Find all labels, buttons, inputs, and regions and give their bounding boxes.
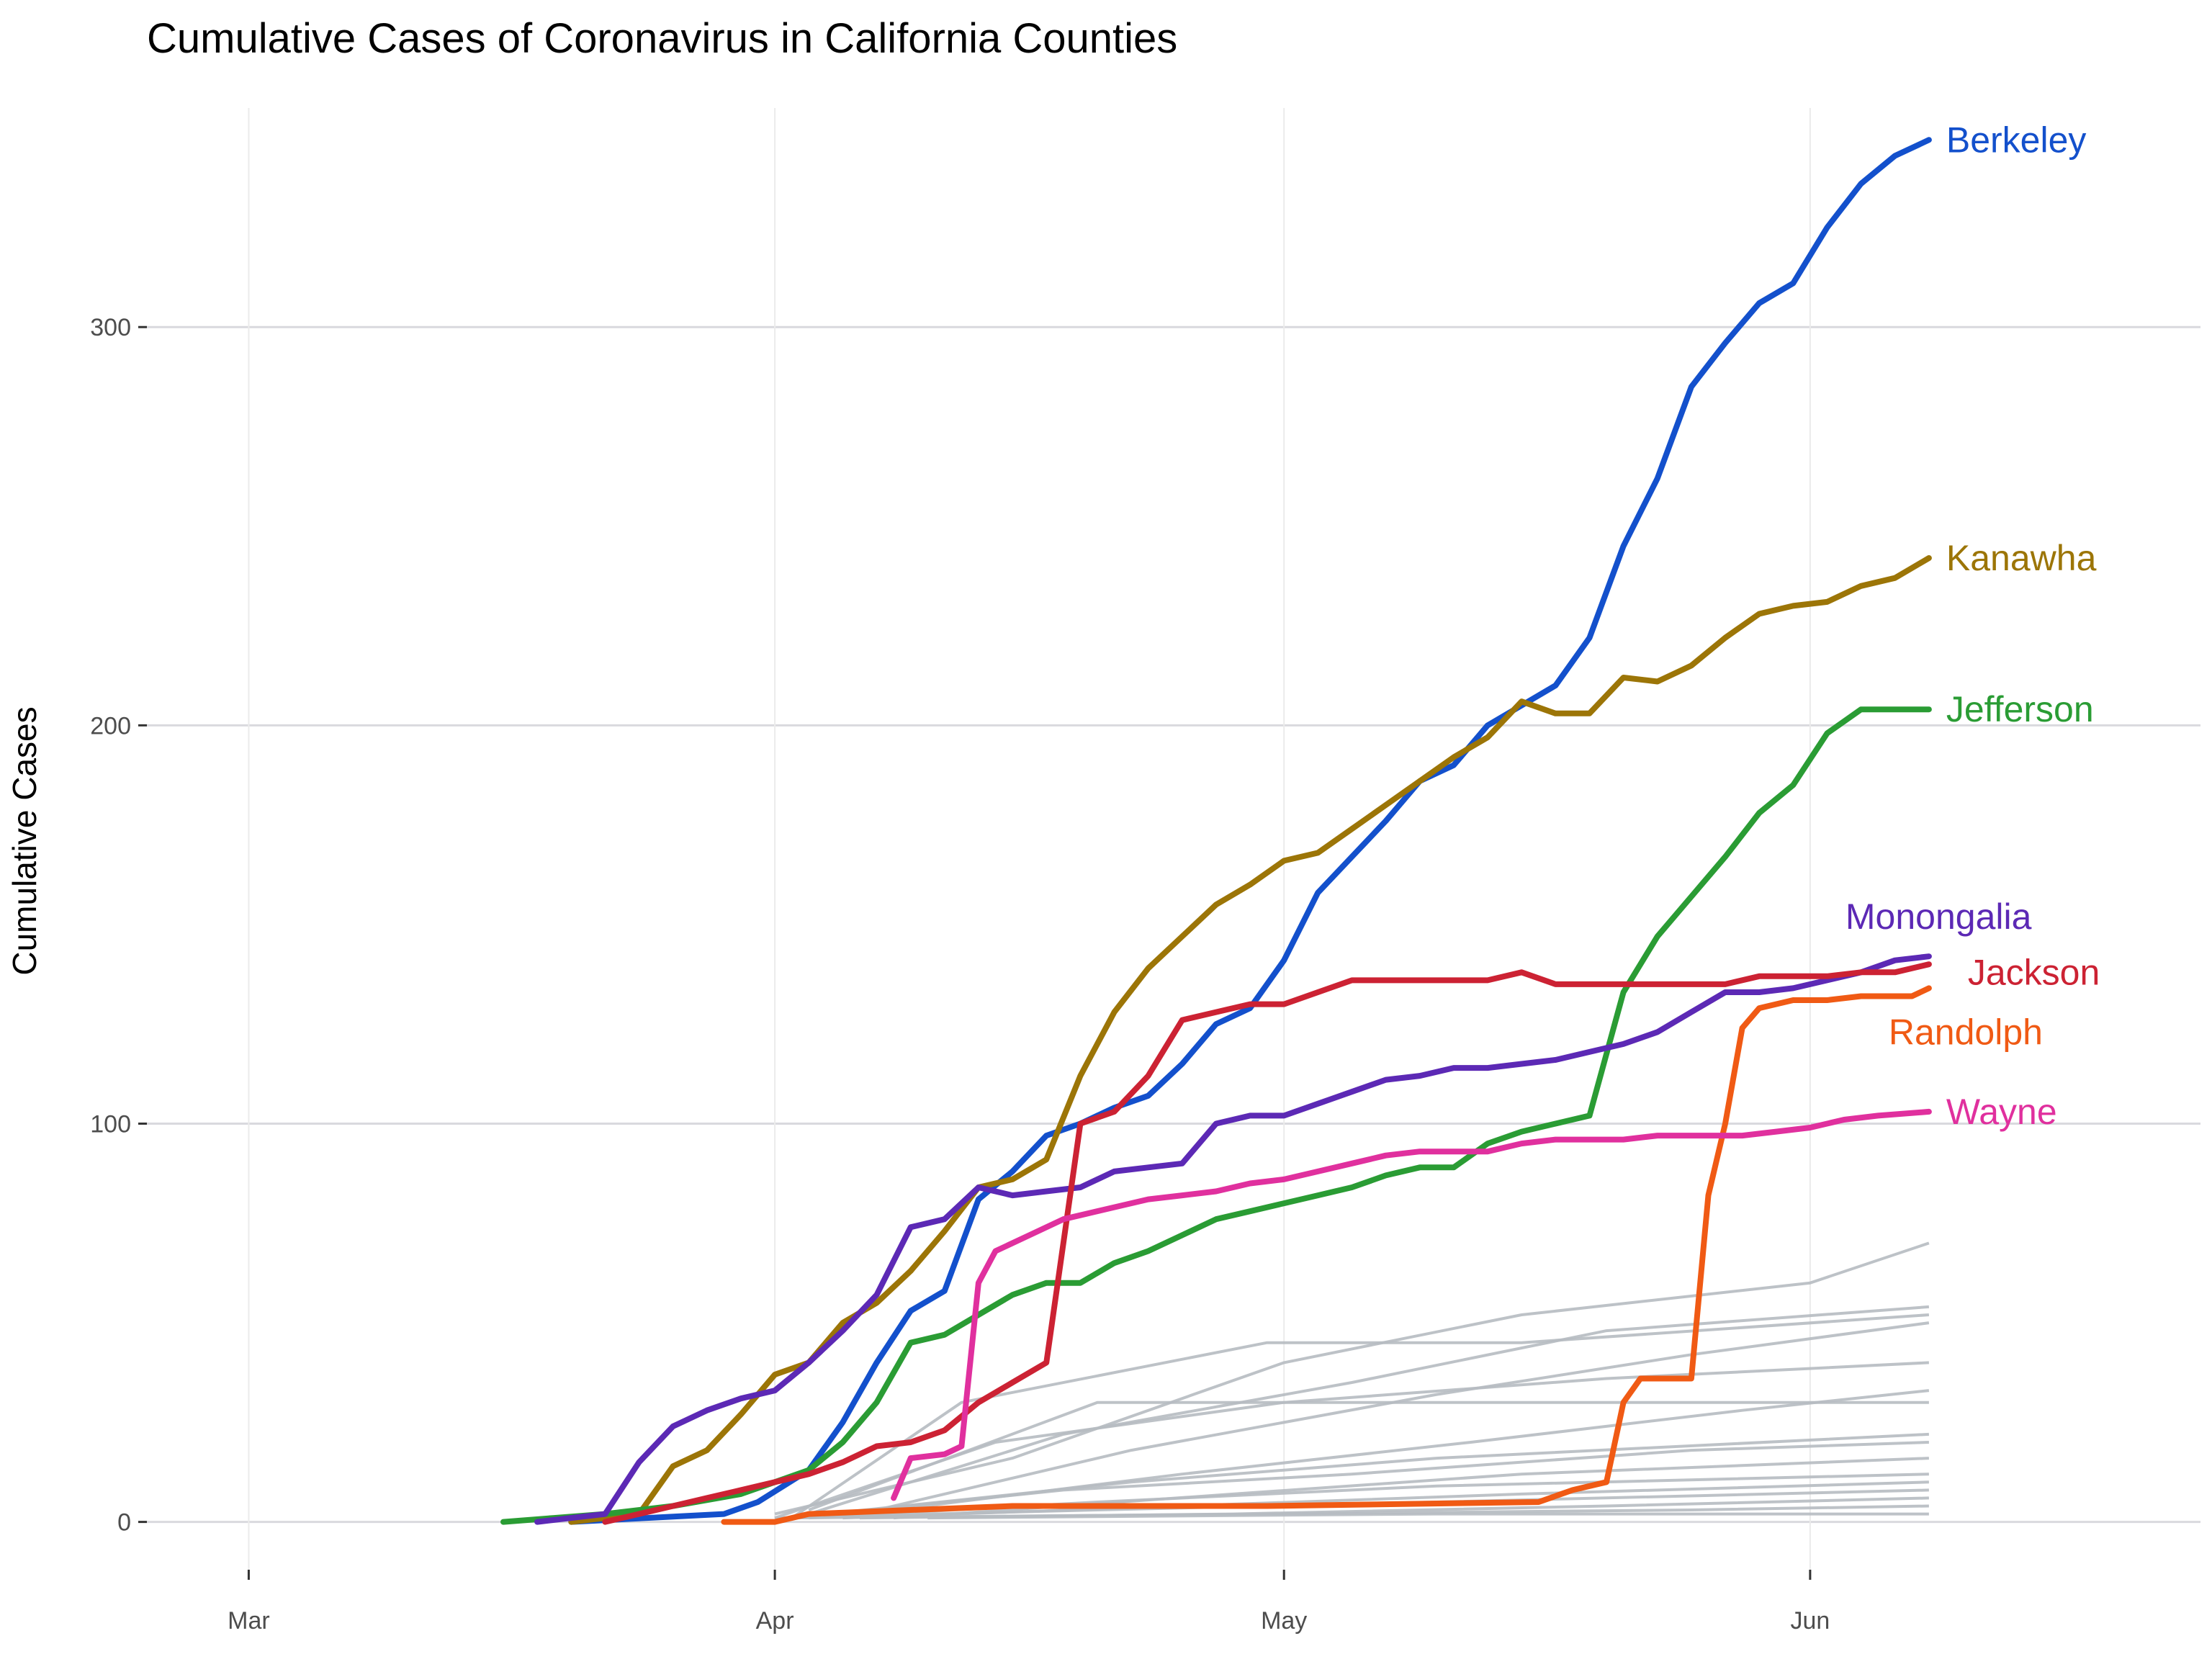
x-axis: Mar Apr May Jun [228,1570,1830,1635]
background-county-line [808,1305,1930,1516]
background-county-line [791,1441,1929,1520]
series-label-randolph: Randolph [1889,1012,2043,1052]
series-line-jackson [602,961,1932,1525]
y-tick-label: 200 [90,712,131,739]
x-tick-label: Jun [1790,1607,1830,1635]
x-tick-label: Mar [228,1607,270,1635]
series-label-wayne: Wayne [1946,1092,2057,1132]
series-line-jefferson [500,706,1932,1525]
series-line-randolph [721,985,1932,1525]
series-label-kanawha: Kanawha [1946,538,2097,578]
series-line-berkeley [568,137,1932,1525]
series-label-monongalia: Monongalia [1845,896,2032,937]
x-tick-label: Apr [756,1607,794,1635]
major-gridlines [147,108,2200,1570]
minor-gridlines [147,525,2200,1324]
series-line-wayne [891,1108,1932,1501]
y-tick-label: 300 [90,314,131,341]
background-county-line [842,1321,1930,1520]
y-tick-label: 100 [90,1110,131,1138]
series-label-jefferson: Jefferson [1946,689,2094,729]
series-labels: Berkeley Kanawha Jefferson Monongalia Jackso… [1845,120,2100,1132]
series-label-jackson: Jackson [1968,952,2100,992]
background-county-line [774,1241,1930,1516]
series-line-monongalia [534,953,1932,1525]
y-axis-title: Cumulative Cases [6,706,43,975]
background-county-line [927,1512,1929,1520]
y-axis: 0 100 200 300 [90,314,147,1537]
background-county-lines [774,1241,1930,1520]
series-line-kanawha [568,555,1932,1525]
y-tick-label: 0 [117,1509,131,1537]
series-label-berkeley: Berkeley [1946,120,2087,160]
chart-title: Cumulative Cases of Coronavirus in Calif… [147,15,1178,62]
highlighted-county-lines [500,137,1932,1525]
x-tick-label: May [1261,1607,1307,1635]
